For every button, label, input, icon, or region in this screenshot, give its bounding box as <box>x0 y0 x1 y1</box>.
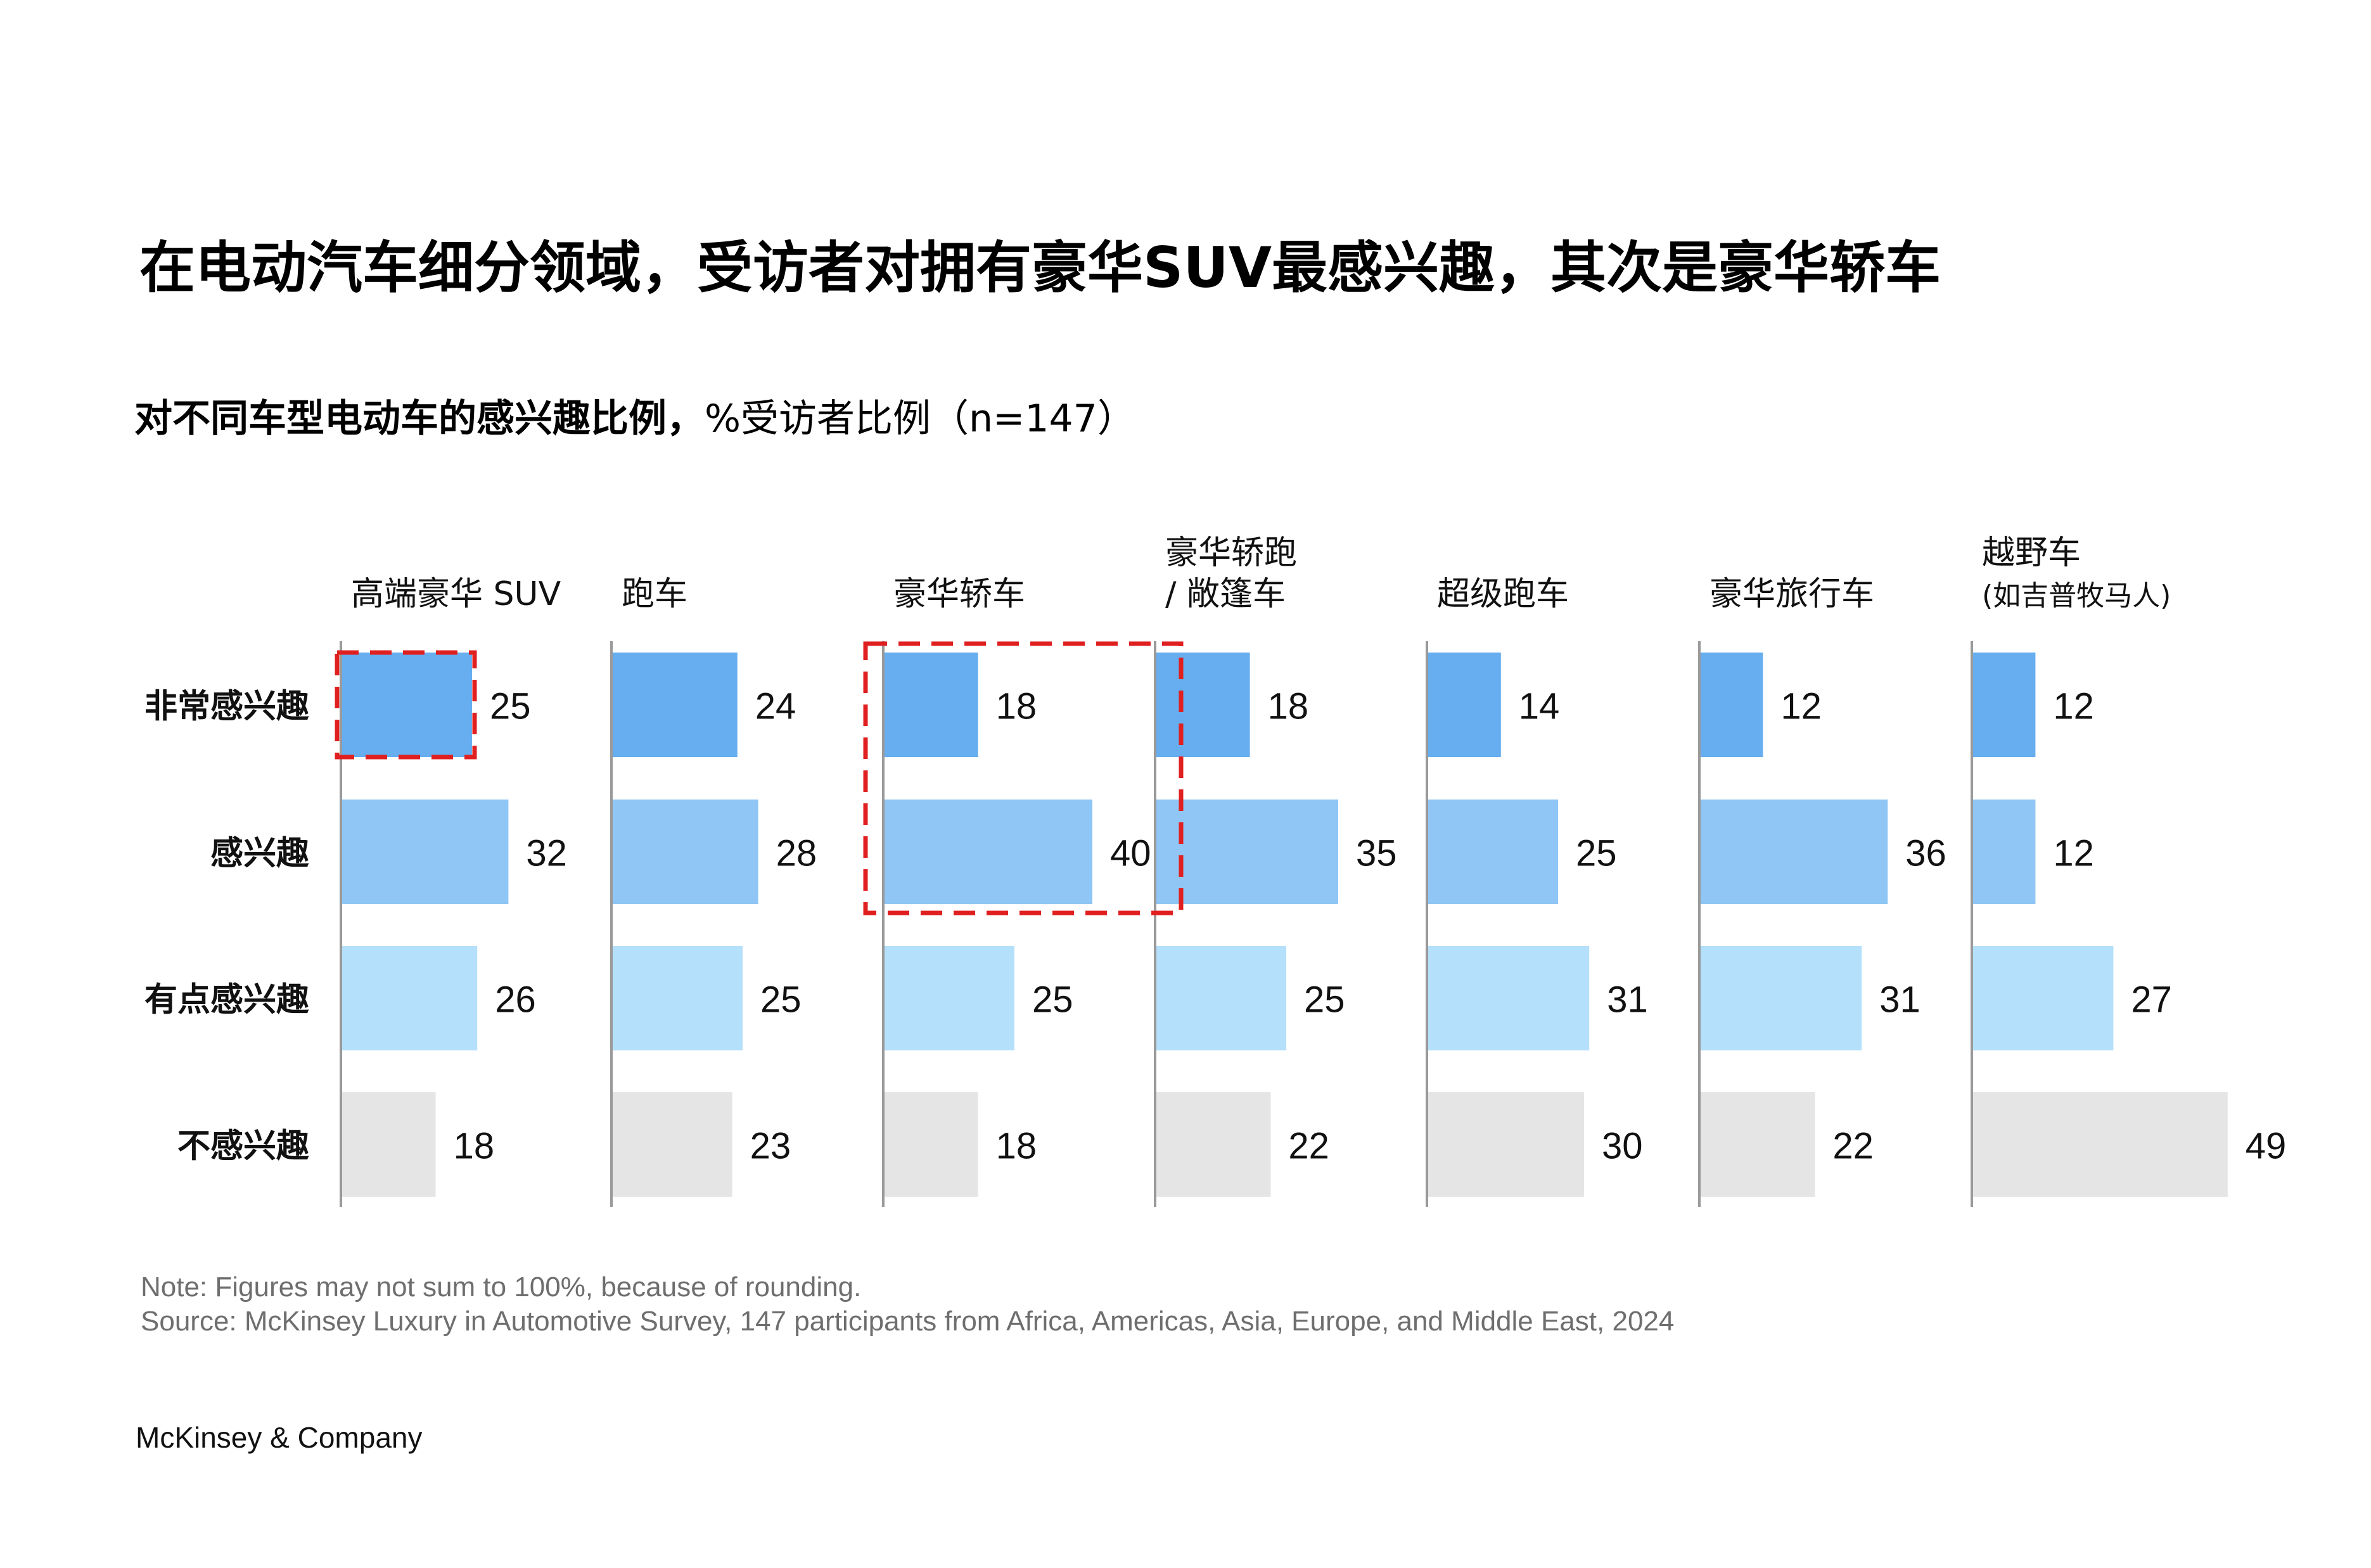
value-label: 25 <box>1576 833 1617 874</box>
bar <box>1701 1092 1815 1197</box>
row-label: 不感兴趣 <box>177 1128 309 1166</box>
note-line: Note: Figures may not sum to 100%, becau… <box>141 1272 862 1303</box>
bar <box>613 653 738 757</box>
value-label: 25 <box>1032 979 1073 1021</box>
bar <box>1428 800 1558 904</box>
bar <box>342 1092 436 1197</box>
subtitle-bold: 对不同车型电动车的感兴趣比例， <box>134 397 705 441</box>
bar <box>613 800 758 904</box>
category-label: 越野车 <box>1982 534 2081 572</box>
category-label: (如吉普牧马人) <box>1982 580 2171 612</box>
value-label: 40 <box>1110 833 1151 874</box>
row-label: 非常感兴趣 <box>144 688 309 726</box>
bar <box>1428 1092 1584 1197</box>
category-label: 豪华轿车 <box>893 575 1025 613</box>
row-label: 感兴趣 <box>210 835 309 873</box>
bar <box>1428 946 1590 1050</box>
bar <box>613 1092 732 1197</box>
bar <box>613 946 743 1050</box>
category-label: 超级跑车 <box>1437 575 1569 613</box>
value-label: 12 <box>2053 686 2094 727</box>
value-label: 49 <box>2246 1126 2287 1167</box>
value-label: 32 <box>526 833 567 874</box>
highlight-box <box>335 650 477 760</box>
bar <box>1428 653 1501 757</box>
value-label: 23 <box>750 1126 791 1167</box>
chart-subtitle: 对不同车型电动车的感兴趣比例，%受访者比例（n=147） <box>134 388 1135 443</box>
bar <box>1973 1092 2228 1197</box>
company-footer: McKinsey & Company <box>136 1421 423 1454</box>
bar <box>1973 946 2114 1050</box>
row-label: 有点感兴趣 <box>144 981 309 1019</box>
bar <box>1156 653 1250 757</box>
bar <box>342 800 509 904</box>
value-label: 28 <box>776 833 817 874</box>
value-label: 27 <box>2131 979 2172 1021</box>
bar <box>1701 800 1888 904</box>
category-label: / 敞篷车 <box>1165 575 1286 613</box>
source-line: Source: McKinsey Luxury in Automotive Su… <box>141 1306 1675 1337</box>
chart-title: 在电动汽车细分领域，受访者对拥有豪华SUV最感兴趣，其次是豪华轿车 <box>139 235 1941 300</box>
highlight-box <box>863 641 1184 915</box>
bar <box>1156 1092 1271 1197</box>
value-label: 24 <box>755 686 796 727</box>
value-label: 30 <box>1602 1126 1643 1167</box>
bar <box>1973 800 2036 904</box>
value-label: 25 <box>760 979 802 1021</box>
value-label: 25 <box>1304 979 1345 1021</box>
bar <box>1156 946 1286 1050</box>
value-label: 12 <box>2053 833 2094 874</box>
bar <box>342 653 472 757</box>
bar <box>885 800 1092 904</box>
bar <box>885 946 1014 1050</box>
value-label: 22 <box>1288 1126 1329 1167</box>
value-label: 12 <box>1780 686 1822 727</box>
value-label: 31 <box>1607 979 1648 1021</box>
bar <box>1701 653 1763 757</box>
value-label: 22 <box>1832 1126 1874 1167</box>
category-label: 豪华旅行车 <box>1710 575 1874 613</box>
value-label: 26 <box>495 979 536 1021</box>
value-label: 18 <box>996 1126 1037 1167</box>
value-label: 25 <box>490 686 531 727</box>
category-label: 豪华轿跑 <box>1165 534 1297 572</box>
bar <box>1701 946 1862 1050</box>
value-label: 14 <box>1519 686 1560 727</box>
category-label: 跑车 <box>622 575 687 613</box>
value-label: 18 <box>996 686 1037 727</box>
value-label: 31 <box>1879 979 1920 1021</box>
value-label: 18 <box>1268 686 1309 727</box>
value-label: 35 <box>1356 833 1397 874</box>
bar <box>342 946 478 1050</box>
value-label: 36 <box>1905 833 1946 874</box>
bar <box>1156 800 1338 904</box>
subtitle-unit: %受访者比例（n=147） <box>705 397 1135 441</box>
bar <box>885 1092 978 1197</box>
value-label: 18 <box>454 1126 495 1167</box>
category-label: 高端豪华 SUV <box>351 575 561 613</box>
bar <box>1973 653 2036 757</box>
bar <box>885 653 978 757</box>
chart-notes: Note: Figures may not sum to 100%, becau… <box>141 1270 1674 1339</box>
